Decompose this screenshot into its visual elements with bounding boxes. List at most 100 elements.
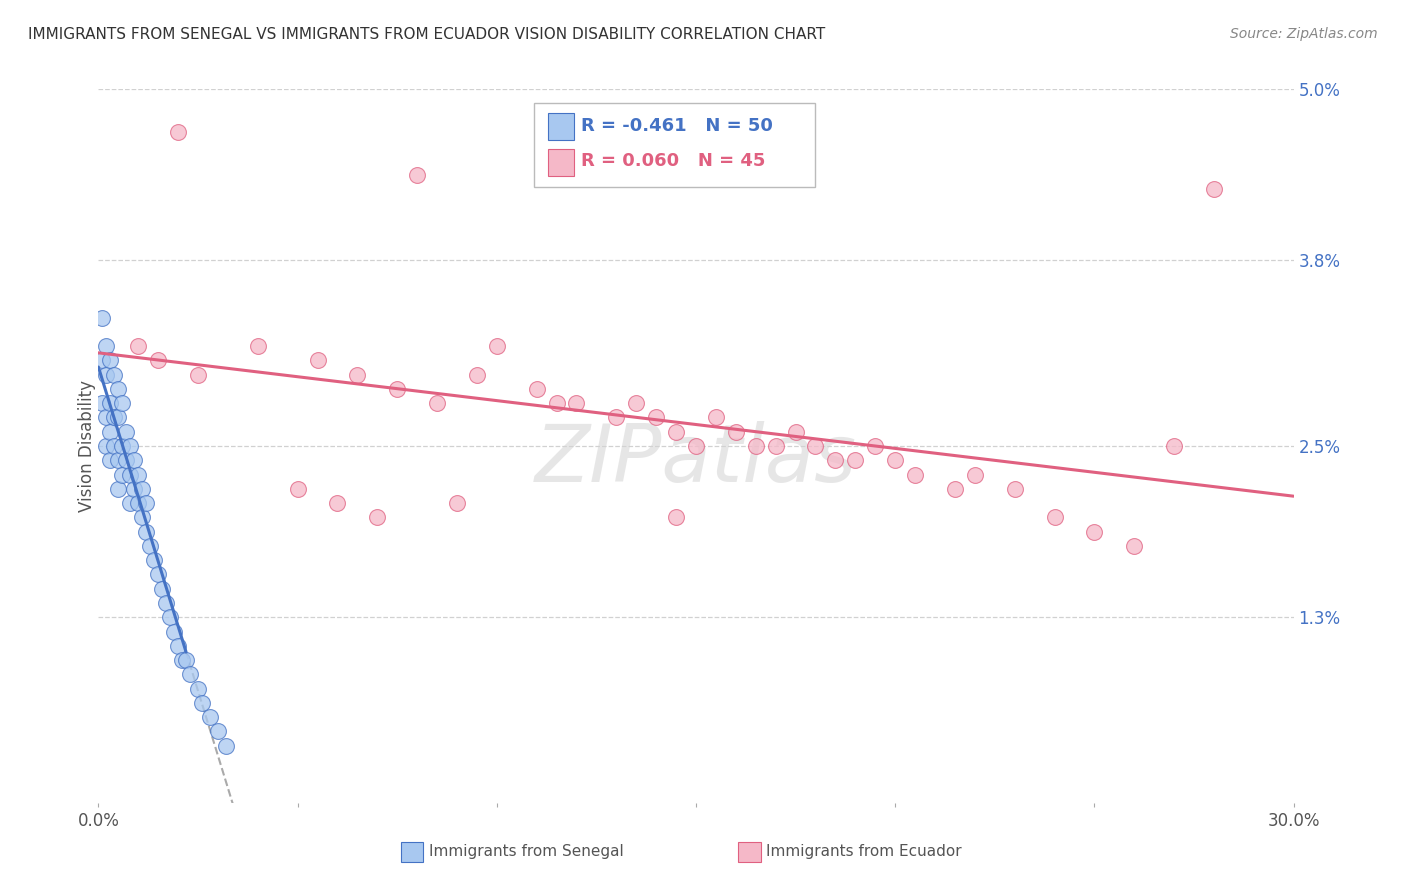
Point (127, 339, 149, 353)
Point (143, 553, 166, 567)
Point (179, 667, 201, 681)
Point (115, 425, 138, 439)
Point (98, 353, 122, 368)
Point (824, 453, 846, 467)
Point (665, 510, 688, 524)
Point (865, 439, 887, 453)
Point (96, 368, 118, 382)
Point (546, 396, 568, 410)
Point (107, 382, 129, 396)
Point (127, 467, 149, 482)
Point (724, 425, 747, 439)
Point (159, 610, 181, 624)
Point (485, 339, 508, 353)
Point (111, 396, 134, 410)
Point (246, 339, 269, 353)
Point (844, 453, 866, 467)
Point (385, 382, 409, 396)
Point (804, 439, 827, 453)
Point (785, 425, 807, 439)
Point (187, 368, 209, 382)
Point (565, 396, 588, 410)
Point (426, 396, 449, 410)
Point (150, 582, 173, 596)
Text: Source: ZipAtlas.com: Source: ZipAtlas.com (1230, 27, 1378, 41)
Point (135, 496, 157, 510)
Point (1123, 539, 1146, 553)
Point (1202, 182, 1225, 196)
Point (465, 368, 488, 382)
Point (765, 439, 787, 453)
Point (307, 353, 329, 368)
Point (704, 410, 727, 425)
Point (155, 596, 177, 610)
Text: Immigrants from Ecuador: Immigrants from Ecuador (766, 845, 962, 859)
Point (446, 496, 468, 510)
Point (135, 524, 157, 539)
Point (1163, 439, 1185, 453)
Point (107, 482, 129, 496)
Point (120, 439, 142, 453)
Point (167, 639, 190, 653)
Point (187, 681, 209, 696)
Point (191, 696, 214, 710)
Point (406, 168, 429, 182)
Point (148, 567, 170, 582)
Point (745, 439, 768, 453)
Point (963, 467, 986, 482)
Point (91, 310, 114, 325)
Point (172, 653, 194, 667)
Point (174, 653, 197, 667)
Point (1043, 510, 1066, 524)
Text: R = 0.060   N = 45: R = 0.060 N = 45 (581, 153, 765, 170)
Point (124, 482, 146, 496)
Point (98, 425, 122, 439)
Point (198, 710, 221, 724)
Point (120, 496, 142, 510)
Point (148, 353, 170, 368)
Point (103, 368, 125, 382)
Point (1083, 524, 1105, 539)
Point (163, 624, 186, 639)
Point (96, 410, 118, 425)
Text: IMMIGRANTS FROM SENEGAL VS IMMIGRANTS FROM ECUADOR VISION DISABILITY CORRELATION: IMMIGRANTS FROM SENEGAL VS IMMIGRANTS FR… (28, 27, 825, 42)
Y-axis label: Vision Disability: Vision Disability (79, 380, 96, 512)
Point (91, 353, 114, 368)
Point (139, 539, 162, 553)
Point (96, 439, 118, 453)
Point (366, 510, 388, 524)
Point (91, 396, 114, 410)
Point (215, 739, 238, 753)
Point (111, 439, 134, 453)
Point (326, 496, 349, 510)
Point (103, 410, 125, 425)
Point (346, 368, 368, 382)
Point (131, 510, 153, 524)
Point (98, 453, 122, 467)
Point (111, 467, 134, 482)
Text: R = -0.461   N = 50: R = -0.461 N = 50 (581, 117, 772, 135)
Point (605, 410, 627, 425)
Point (96, 339, 118, 353)
Point (103, 439, 125, 453)
Text: Immigrants from Senegal: Immigrants from Senegal (429, 845, 624, 859)
Point (107, 453, 129, 467)
Point (115, 453, 138, 467)
Point (107, 410, 129, 425)
Point (526, 382, 548, 396)
Point (884, 453, 907, 467)
Point (645, 410, 668, 425)
Point (131, 482, 153, 496)
Point (943, 482, 966, 496)
Point (287, 482, 309, 496)
Point (207, 724, 229, 739)
Point (1004, 482, 1026, 496)
Point (626, 396, 648, 410)
Text: ZIPatlas: ZIPatlas (534, 421, 858, 500)
Point (685, 439, 707, 453)
Point (98, 396, 122, 410)
Point (120, 467, 142, 482)
Point (124, 453, 146, 467)
Point (127, 496, 149, 510)
Point (167, 125, 190, 139)
